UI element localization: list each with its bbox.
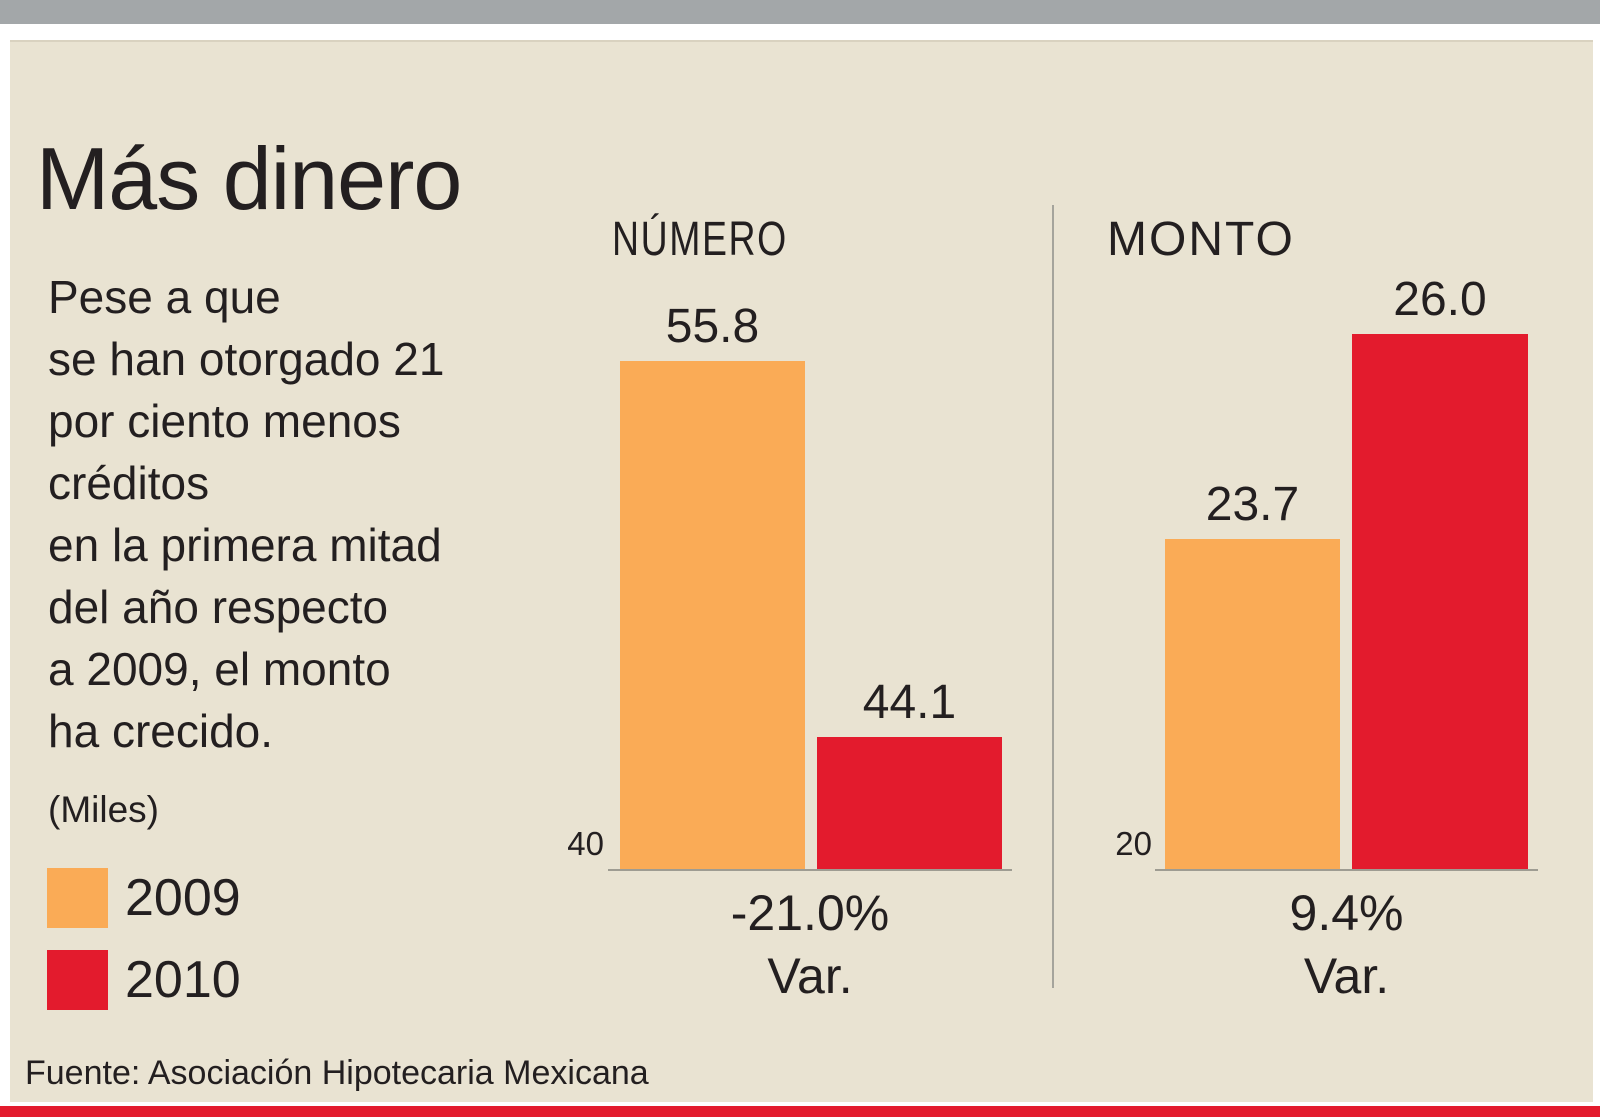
- legend-label-2009: 2009: [125, 869, 241, 927]
- bar-monto-2009: [1165, 539, 1340, 869]
- legend-item-2009: 2009: [47, 868, 241, 928]
- chart-title-numero: NÚMERO: [612, 213, 788, 266]
- bar-value-monto-2010: 26.0: [1393, 273, 1487, 326]
- axis-baseline-numero: [608, 869, 1012, 871]
- bar-value-monto-2009: 23.7: [1205, 478, 1300, 531]
- chart-divider-line: [1052, 205, 1054, 988]
- top-gray-bar: [0, 0, 1600, 24]
- legend-swatch-2010: [47, 950, 108, 1010]
- axis-baseline-label-numero: 40: [567, 825, 604, 862]
- legend-swatch-2009: [47, 868, 108, 928]
- legend-item-2010: 2010: [47, 950, 241, 1010]
- units-note: (Miles): [48, 789, 159, 830]
- bar-value-numero-2009: 55.8: [665, 300, 760, 353]
- source-note: Fuente: Asociación Hipotecaria Mexicana: [25, 1054, 649, 1092]
- bar-numero-2009: [620, 361, 805, 869]
- page-title: Más dinero: [36, 128, 462, 228]
- axis-baseline-monto: [1155, 869, 1538, 871]
- variation-value-numero: -21.0%: [730, 885, 890, 941]
- axis-baseline-label-monto: 20: [1115, 825, 1152, 862]
- bar-value-numero-2010: 44.1: [862, 676, 957, 729]
- variation-caption-numero: Var.: [767, 948, 853, 1004]
- bottom-red-bar: [0, 1106, 1600, 1117]
- variation-value-monto: 9.4%: [1289, 885, 1404, 941]
- chart-title-monto: MONTO: [1107, 213, 1295, 266]
- bar-numero-2010: [817, 737, 1002, 869]
- intro-text: Pese a que se han otorgado 21 por ciento…: [48, 271, 445, 757]
- variation-caption-monto: Var.: [1303, 948, 1390, 1004]
- bar-monto-2010: [1352, 334, 1528, 869]
- legend-label-2010: 2010: [125, 951, 241, 1009]
